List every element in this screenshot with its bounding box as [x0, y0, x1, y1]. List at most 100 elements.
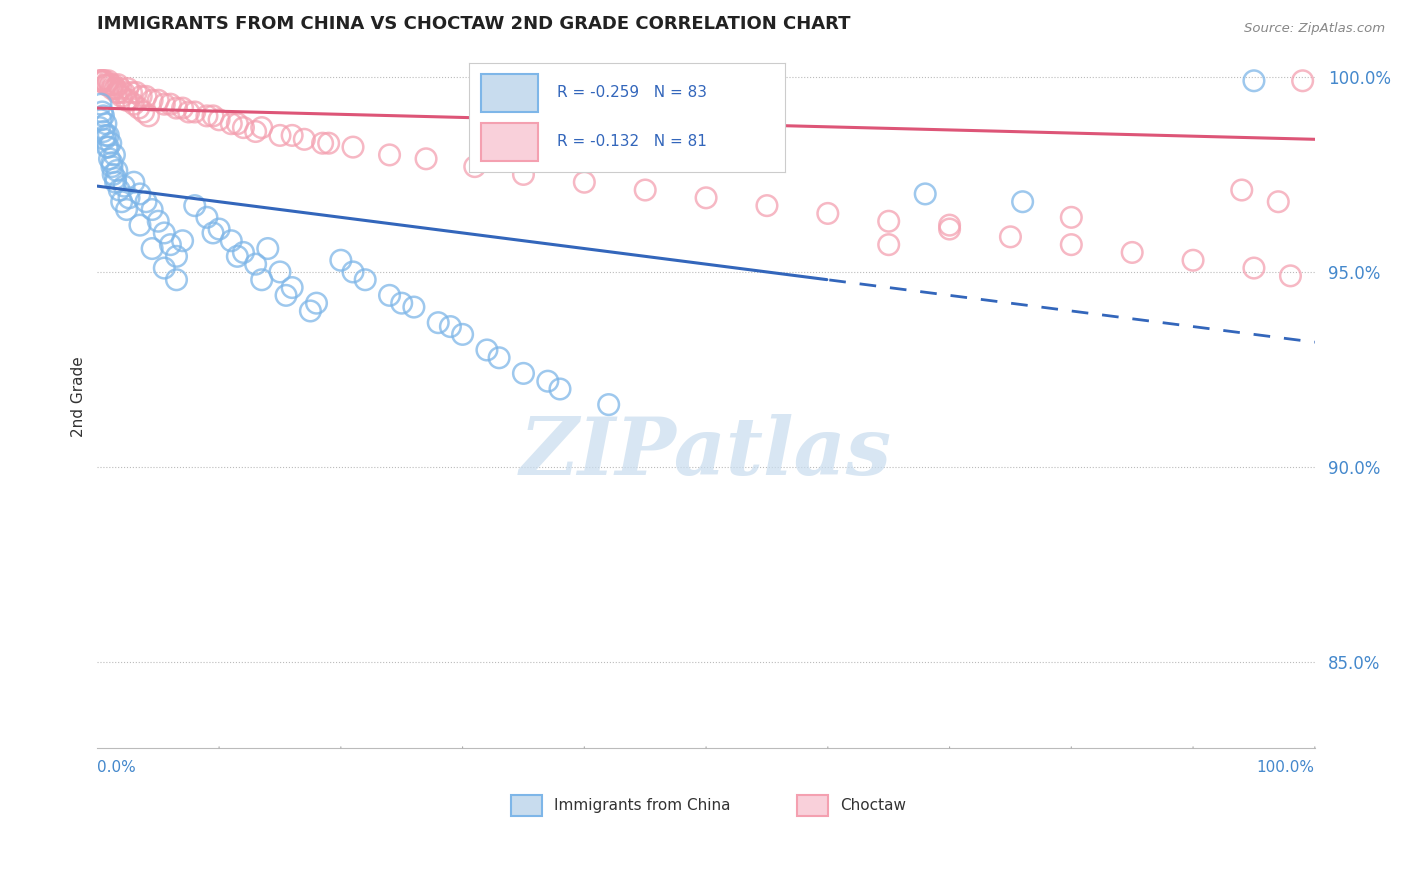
Point	[250, 120, 273, 135]
Point	[120, 86, 142, 100]
Point	[135, 89, 157, 103]
Point	[1060, 211, 1083, 225]
Point	[98, 78, 121, 92]
Point	[110, 81, 132, 95]
Point	[938, 218, 960, 232]
Point	[202, 226, 225, 240]
Point	[148, 93, 170, 107]
Point	[104, 171, 127, 186]
Point	[91, 74, 114, 88]
Point	[695, 191, 717, 205]
Point	[141, 242, 163, 256]
Point	[391, 296, 413, 310]
Point	[451, 327, 474, 342]
Point	[172, 234, 194, 248]
Point	[101, 160, 124, 174]
Point	[548, 382, 571, 396]
Point	[1243, 74, 1265, 88]
Point	[226, 249, 249, 263]
Point	[159, 237, 181, 252]
Point	[172, 101, 194, 115]
Point	[250, 273, 273, 287]
Point	[97, 128, 120, 143]
Point	[141, 202, 163, 217]
Point	[415, 152, 437, 166]
Point	[274, 288, 297, 302]
Point	[232, 120, 254, 135]
Point	[342, 140, 364, 154]
Point	[129, 186, 152, 201]
Point	[125, 86, 148, 100]
Point	[117, 81, 139, 95]
Point	[138, 109, 160, 123]
Point	[100, 136, 122, 151]
Point	[488, 351, 510, 365]
Point	[93, 74, 115, 88]
Text: 0.0%: 0.0%	[97, 760, 136, 774]
Point	[318, 136, 340, 151]
Point	[93, 124, 115, 138]
Point	[311, 136, 333, 151]
Point	[475, 343, 498, 357]
Point	[122, 175, 145, 189]
Point	[100, 78, 122, 92]
Point	[1267, 194, 1289, 209]
Point	[141, 93, 163, 107]
Text: ZIPatlas: ZIPatlas	[520, 414, 893, 491]
Point	[153, 261, 176, 276]
Point	[299, 304, 322, 318]
Point	[914, 186, 936, 201]
Point	[184, 105, 207, 120]
Point	[1011, 194, 1033, 209]
Point	[98, 152, 121, 166]
Point	[219, 117, 242, 131]
Point	[166, 273, 188, 287]
Point	[105, 86, 128, 100]
Point	[226, 117, 249, 131]
Text: Choctaw: Choctaw	[839, 798, 905, 813]
Point	[281, 128, 304, 143]
Point	[115, 202, 138, 217]
Point	[93, 132, 115, 146]
Point	[439, 319, 461, 334]
Point	[512, 367, 534, 381]
Point	[755, 199, 778, 213]
Point	[104, 175, 127, 189]
Point	[574, 175, 596, 189]
Point	[292, 132, 315, 146]
Point	[598, 398, 620, 412]
Point	[166, 249, 188, 263]
Point	[378, 148, 401, 162]
Point	[195, 109, 218, 123]
Point	[281, 280, 304, 294]
Point	[112, 86, 135, 100]
Point	[91, 105, 114, 120]
Point	[269, 265, 291, 279]
Point	[153, 226, 176, 240]
Point	[1279, 268, 1302, 283]
Point	[1121, 245, 1143, 260]
Point	[101, 81, 124, 95]
FancyBboxPatch shape	[797, 795, 828, 816]
Point	[89, 74, 111, 88]
Point	[93, 74, 115, 88]
Point	[103, 81, 125, 95]
Point	[256, 242, 278, 256]
Point	[1000, 230, 1022, 244]
Point	[877, 214, 900, 228]
Point	[329, 253, 352, 268]
Point	[378, 288, 401, 302]
Point	[122, 97, 145, 112]
Point	[208, 112, 231, 127]
Text: Source: ZipAtlas.com: Source: ZipAtlas.com	[1244, 22, 1385, 36]
Point	[90, 74, 112, 88]
Point	[938, 222, 960, 236]
Point	[93, 109, 115, 123]
Point	[305, 296, 328, 310]
Y-axis label: 2nd Grade: 2nd Grade	[72, 357, 86, 437]
Point	[101, 78, 124, 92]
Point	[118, 93, 141, 107]
Point	[89, 120, 111, 135]
Point	[342, 265, 364, 279]
Point	[1230, 183, 1253, 197]
